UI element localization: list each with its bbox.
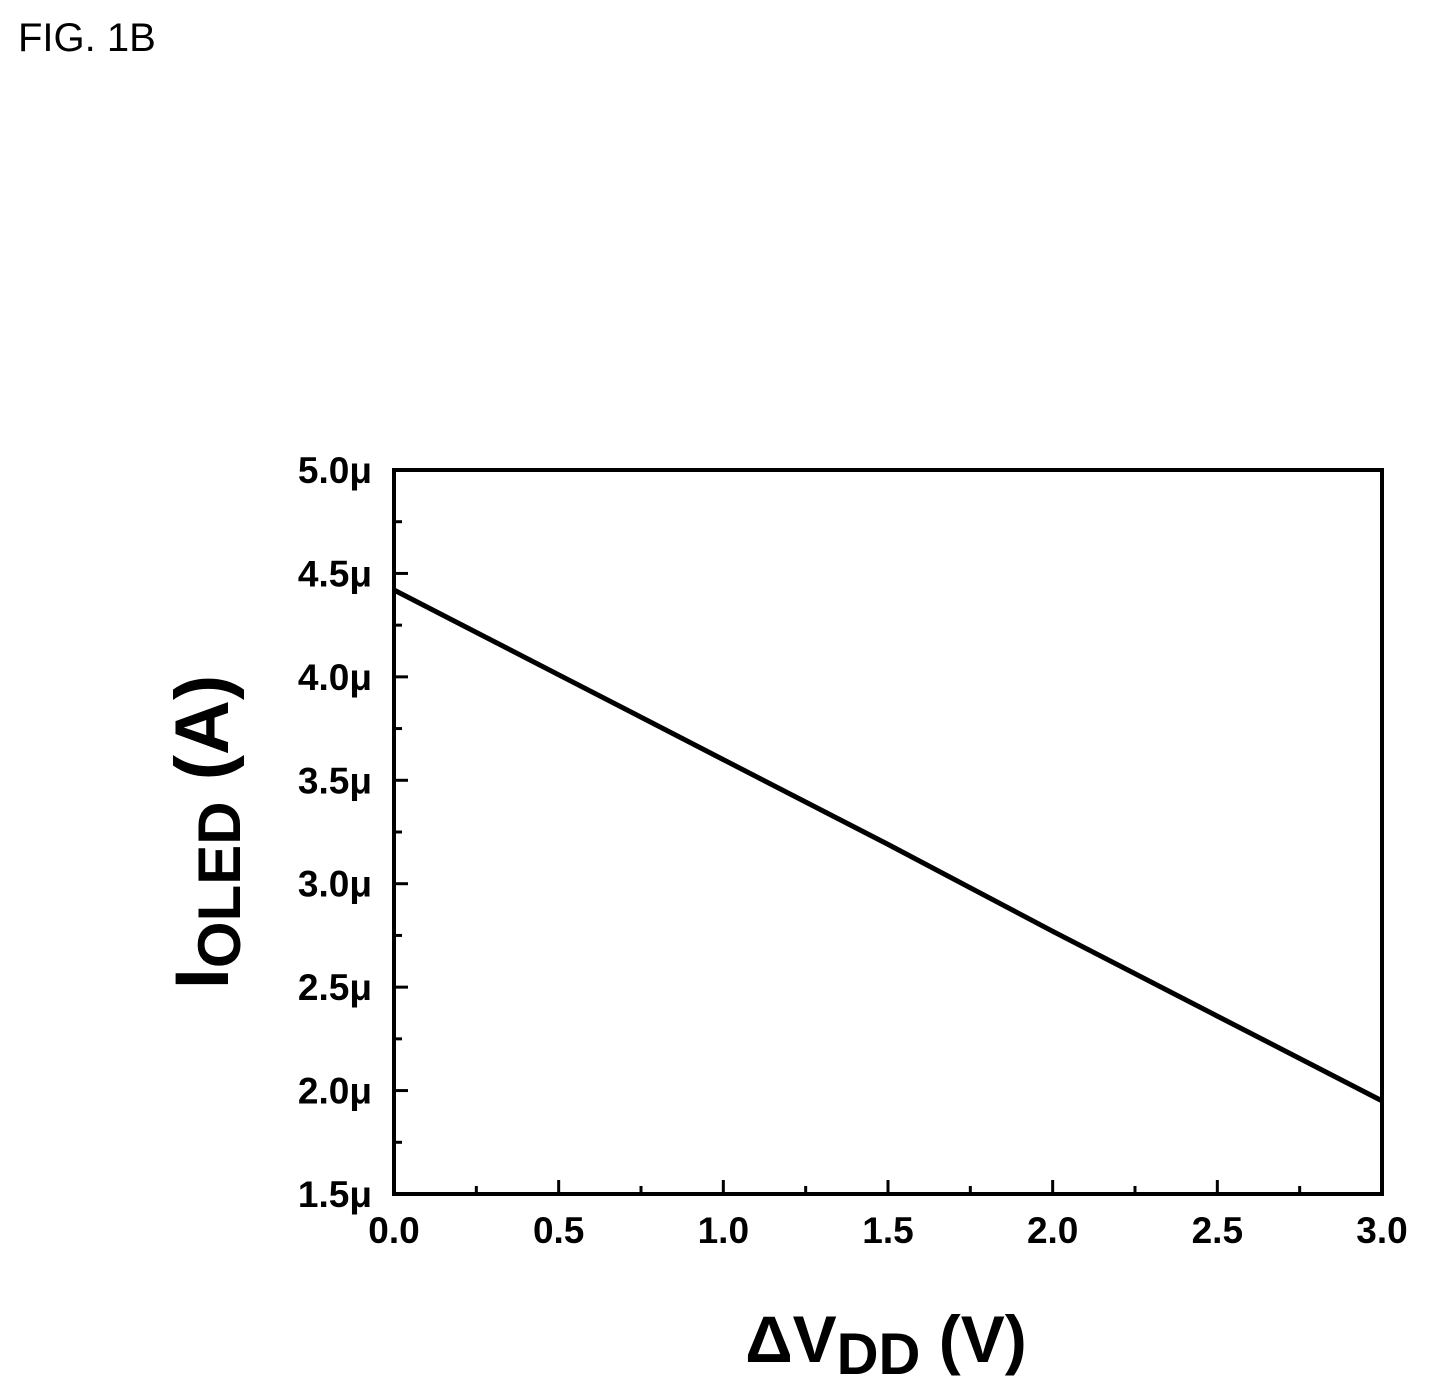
- y-tick-label: 2.0μ: [298, 1071, 372, 1112]
- y-axis-title-unit: (A): [160, 675, 245, 802]
- y-axis-title-main: I: [160, 968, 245, 989]
- series-line-0: [392, 587, 1384, 1104]
- figure-label: FIG. 1B: [18, 16, 156, 60]
- y-axis-title-subscript: OLED: [186, 801, 253, 968]
- y-tick-label: 3.5μ: [298, 760, 372, 801]
- x-axis-title-subscript: DD: [837, 1322, 921, 1387]
- y-tick-label: 5.0μ: [298, 450, 372, 491]
- x-tick-label: 2.0: [1027, 1210, 1078, 1251]
- axes: 0.0 0.5 1.0 1.5 2.0 2.5 3.0 1.5μ 2.0μ 2.5μ 3.0μ 3.5…: [298, 450, 1408, 1251]
- plot-area: [392, 587, 1384, 1104]
- x-axis-title: ΔVDD (V): [745, 1302, 1027, 1387]
- x-tick-label: 1.0: [698, 1210, 749, 1251]
- x-tick-label: 0.0: [368, 1210, 419, 1251]
- y-tick-label: 4.0μ: [298, 657, 372, 698]
- x-tick-label: 2.5: [1192, 1210, 1243, 1251]
- plot-frame: [392, 468, 1384, 1196]
- y-axis-title: IOLED (A): [160, 675, 253, 989]
- y-tick-label: 2.5μ: [298, 967, 372, 1008]
- x-axis-title-unit: (V): [920, 1302, 1026, 1376]
- x-tick-label: 3.0: [1356, 1210, 1407, 1251]
- x-tick-label: 0.5: [533, 1210, 584, 1251]
- x-tick-label: 1.5: [862, 1210, 913, 1251]
- y-tick-label: 4.5μ: [298, 553, 372, 594]
- y-tick-label: 3.0μ: [298, 864, 372, 905]
- y-tick-label: 1.5μ: [298, 1174, 372, 1215]
- x-axis-title-main: ΔV: [745, 1302, 836, 1376]
